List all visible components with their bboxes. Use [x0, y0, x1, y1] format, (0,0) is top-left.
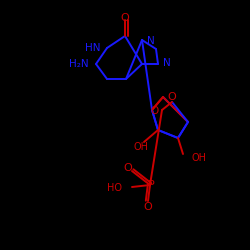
Text: N: N: [147, 36, 155, 46]
Text: O: O: [167, 92, 176, 102]
Text: O: O: [120, 13, 130, 23]
Text: O: O: [151, 106, 159, 116]
Text: OH: OH: [134, 142, 148, 152]
Text: H₂N: H₂N: [70, 59, 89, 69]
Text: HO: HO: [107, 183, 122, 193]
Text: HN: HN: [84, 43, 100, 53]
Text: O: O: [144, 202, 152, 212]
Text: OH: OH: [191, 153, 206, 163]
Text: P: P: [148, 180, 154, 190]
Text: N: N: [163, 58, 171, 68]
Text: O: O: [124, 163, 132, 173]
